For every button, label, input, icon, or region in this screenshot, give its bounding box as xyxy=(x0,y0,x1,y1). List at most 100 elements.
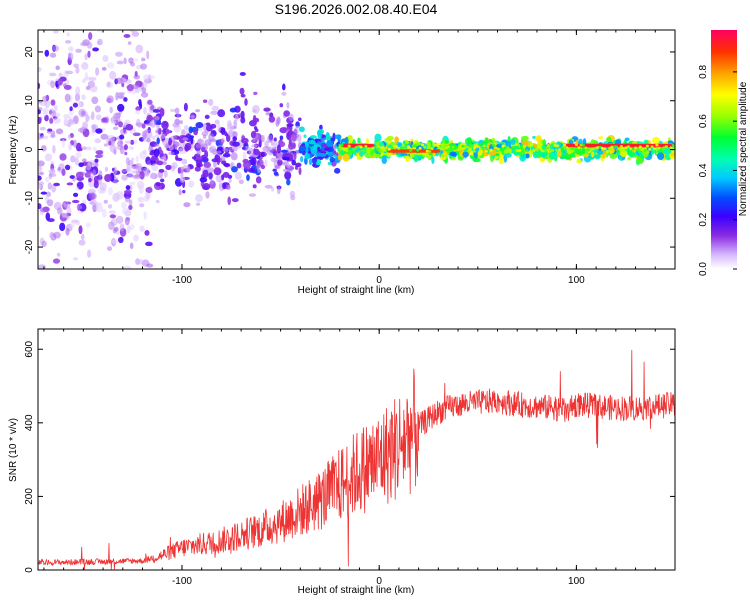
spectrogram-blob xyxy=(108,221,115,230)
colorbar-tick-label: 0.8 xyxy=(698,64,709,78)
spectrogram-blob xyxy=(222,147,229,152)
spectrogram-blob xyxy=(260,151,265,158)
spectrogram-blob xyxy=(81,158,87,163)
spectrogram-blob xyxy=(86,146,92,151)
spectrogram-blob xyxy=(97,41,101,45)
spectrogram-blob xyxy=(270,141,275,146)
spectrogram-blob xyxy=(211,105,220,111)
spectrogram-blob xyxy=(492,143,496,147)
spectrogram-blob xyxy=(139,15,147,24)
spectrogram-blob xyxy=(135,155,139,163)
spectrogram-blob xyxy=(510,138,516,145)
spectrogram-blob xyxy=(213,167,222,176)
spectrogram-blob xyxy=(217,123,221,132)
spectrogram-blob xyxy=(371,146,375,150)
spectrogram-blob xyxy=(125,196,130,203)
spectrogram-blob xyxy=(652,147,657,151)
spectrogram-blob xyxy=(194,166,201,172)
spectrogram-blob xyxy=(413,154,419,163)
spectrogram-blob xyxy=(94,158,99,163)
spectrogram-blob xyxy=(270,157,278,163)
spectrogram-blob xyxy=(130,139,135,145)
y-tick-label: 20 xyxy=(24,46,35,58)
spectrogram-blob xyxy=(203,161,212,169)
spectrogram-blob xyxy=(42,109,47,117)
spectrogram-blob xyxy=(477,142,481,146)
spectrogram-blob xyxy=(65,79,70,86)
x-tick-label: 100 xyxy=(568,275,585,286)
spectrogram-blob xyxy=(57,78,63,86)
spectrogram-blob xyxy=(154,134,160,138)
spectrogram-blob xyxy=(109,214,117,219)
spectrogram-blob xyxy=(281,91,287,96)
spectrogram-blob xyxy=(638,145,642,149)
spectrogram-blob xyxy=(88,177,92,183)
spectrogram-blob xyxy=(220,137,225,143)
spectrogram-blob xyxy=(81,94,86,101)
spectrogram-blob xyxy=(293,127,300,135)
spectrogram-blob xyxy=(290,133,298,143)
spectrogram-blob xyxy=(129,166,136,175)
spectrogram-blob xyxy=(628,150,635,158)
spectrogram-blob xyxy=(70,222,75,228)
spectrogram-blob xyxy=(288,129,292,138)
spectrogram-blob xyxy=(248,193,256,197)
spectrogram-blob xyxy=(498,157,505,165)
spectrogram-blob xyxy=(129,181,136,186)
spectrogram-blob xyxy=(291,159,296,166)
spectrogram-blob xyxy=(47,128,53,132)
spectrogram-blob xyxy=(134,58,139,62)
spectrogram-blob xyxy=(128,204,133,210)
spectrogram-blob xyxy=(55,278,62,283)
spectrogram-blob xyxy=(78,20,85,23)
spectrogram-blob xyxy=(123,97,128,102)
spectrogram-blob xyxy=(281,83,286,91)
spectrogram-blob xyxy=(279,135,284,141)
spectrogram-blob xyxy=(643,149,647,152)
spectrogram-blob xyxy=(606,136,612,143)
spectrogram-blob xyxy=(295,162,302,168)
spectrogram-blob xyxy=(88,115,92,120)
spectrogram-blob xyxy=(141,87,147,94)
spectrogram-blob xyxy=(50,80,56,89)
spectrogram-blob xyxy=(204,114,210,120)
spectrogram-blob xyxy=(126,173,135,179)
spectrogram-blob xyxy=(76,204,83,210)
spectrogram-blob xyxy=(142,82,148,89)
spectrogram-blob xyxy=(337,154,343,161)
spectrogram-blob xyxy=(106,246,113,251)
spectrogram-blob xyxy=(75,48,82,53)
spectrogram-blob xyxy=(84,76,92,81)
spectrogram-blob xyxy=(522,145,526,149)
spectrogram-blob xyxy=(428,150,432,153)
spectrogram-blob xyxy=(618,156,622,161)
spectrogram-blob xyxy=(56,252,61,257)
spectrogram-blob xyxy=(53,112,61,118)
spectrogram-blob xyxy=(223,163,230,167)
spectrogram-blob xyxy=(159,156,167,162)
spectrogram-blob xyxy=(252,114,257,123)
spectrogram-blob xyxy=(143,195,150,202)
spectrogram-blob xyxy=(68,52,74,61)
spectrogram-blob xyxy=(556,150,562,158)
spectrogram-blob xyxy=(61,139,66,148)
spectrogram-blob xyxy=(78,225,83,235)
spectrogram-blob xyxy=(106,95,114,104)
spectrogram-blob xyxy=(648,148,652,151)
spectrogram-blob xyxy=(236,162,242,169)
spectrogram-blob xyxy=(125,281,130,289)
spectrogram-blob xyxy=(295,125,300,129)
spectrogram-blob xyxy=(432,143,436,147)
spectrogram-blob xyxy=(329,156,336,163)
spectrogram-blob xyxy=(38,175,42,181)
spectrogram-blob xyxy=(327,161,332,166)
spectrogram-blob xyxy=(364,144,368,148)
spectrogram-blob xyxy=(38,165,43,172)
spectrogram-blob xyxy=(143,167,150,176)
spectrogram-blob xyxy=(64,164,71,171)
spectrogram-blob xyxy=(36,16,43,24)
spectrogram-blob xyxy=(378,150,382,154)
spectrogram-blob xyxy=(112,126,119,131)
spectrogram-blob xyxy=(359,150,364,157)
spectrogram-blob xyxy=(175,154,179,161)
